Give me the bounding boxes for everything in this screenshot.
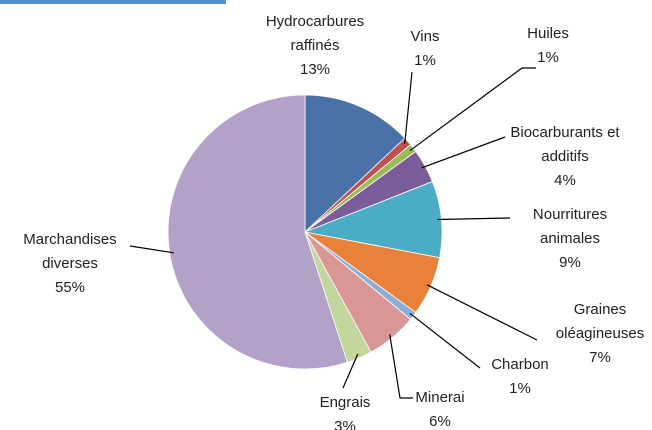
pie-slice (167, 94, 348, 370)
slice-label: Charbon 1% (480, 353, 560, 401)
category-name: Nourritures animales (532, 206, 608, 247)
leader-line (404, 71, 413, 145)
category-name: Vins (410, 28, 440, 45)
leader-line (421, 136, 506, 169)
category-name: Charbon (491, 356, 549, 373)
slice-label: Biocarburants et additifs 4% (490, 121, 640, 193)
slice-label: Engrais 3% (310, 391, 380, 430)
slice-label: Graines oléagineuses 7% (545, 298, 652, 370)
category-name: Huiles (527, 25, 569, 42)
top-bar (0, 0, 226, 4)
slice-label: Marchandises diverses 55% (5, 228, 135, 300)
leader-line (409, 67, 536, 152)
category-name: Marchandises diverses (23, 231, 117, 272)
category-name: Minerai (415, 389, 465, 406)
percent-label: 1% (537, 49, 559, 66)
leader-line (342, 353, 359, 389)
leader-line (389, 334, 413, 399)
slice-label: Nourritures animales 9% (515, 203, 625, 275)
percent-label: 1% (509, 380, 531, 397)
category-name: Engrais (319, 394, 371, 411)
percent-label: 13% (299, 61, 331, 78)
leader-line (426, 284, 538, 341)
slice-label: Minerai 6% (405, 386, 475, 430)
leader-line (409, 312, 481, 369)
percent-label: 1% (414, 52, 436, 69)
percent-label: 6% (429, 413, 451, 430)
percent-label: 4% (554, 172, 576, 189)
percent-label: 9% (559, 254, 581, 271)
slice-label: Hydrocarbures raffinés 13% (255, 10, 375, 82)
leader-line (437, 217, 511, 221)
pie-slice (304, 94, 406, 233)
percent-label: 7% (589, 349, 611, 366)
leader-line (129, 245, 174, 254)
category-name: Biocarburants et additifs (510, 124, 620, 165)
category-name: Hydrocarbures raffinés (265, 13, 365, 54)
percent-label: 3% (334, 418, 356, 430)
percent-label: 55% (54, 279, 86, 296)
slice-label: Vins 1% (395, 25, 455, 73)
slice-label: Huiles 1% (518, 22, 578, 70)
category-name: Graines oléagineuses (555, 301, 645, 342)
